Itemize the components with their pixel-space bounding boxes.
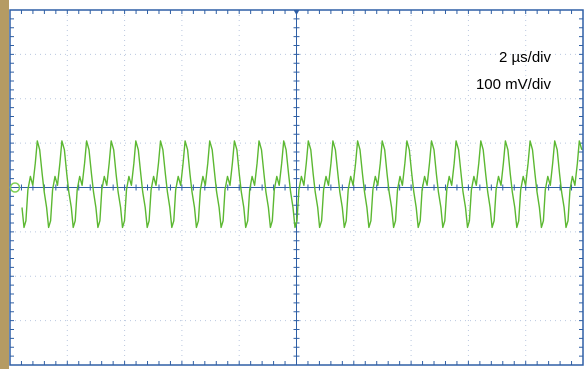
waveform-line — [21, 140, 583, 229]
channel-ground-marker — [9, 182, 21, 193]
trigger-position-marker — [293, 10, 300, 15]
graticule — [9, 9, 583, 365]
volts-per-div-label: 100 mV/div — [476, 76, 552, 93]
signal-trace — [21, 140, 583, 229]
time-per-div-label: 2 µs/div — [499, 49, 551, 66]
left-frame-strip — [0, 0, 9, 369]
